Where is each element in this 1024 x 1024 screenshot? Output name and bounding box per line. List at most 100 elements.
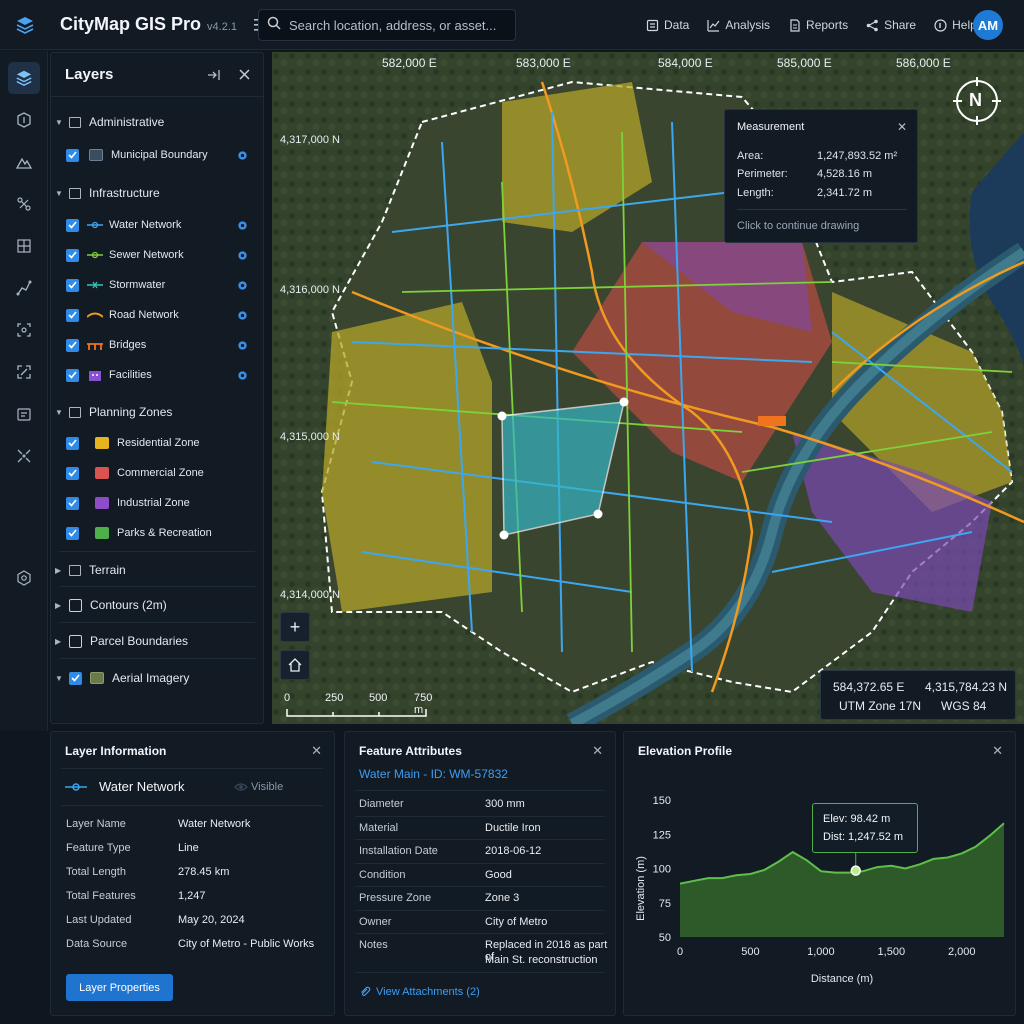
layer-checkbox[interactable] xyxy=(66,278,79,292)
info-value: 278.45 km xyxy=(178,866,230,878)
chevron-down-icon[interactable]: ▼ xyxy=(55,407,63,417)
layer-facilities[interactable]: Facilities xyxy=(51,362,263,388)
chevron-down-icon[interactable]: ▼ xyxy=(55,188,63,198)
nav-share-label: Share xyxy=(884,18,917,32)
layer-checkbox[interactable] xyxy=(66,218,79,232)
layer-checkbox[interactable] xyxy=(66,496,79,510)
group-planning-zones[interactable]: ▼ Planning Zones xyxy=(51,399,263,425)
layer-properties-button[interactable]: Layer Properties xyxy=(66,974,173,1001)
nav-help[interactable]: Help xyxy=(934,18,977,32)
layer-road-network[interactable]: Road Network xyxy=(51,302,263,328)
layer-checkbox[interactable] xyxy=(66,466,79,480)
gear-icon[interactable] xyxy=(236,219,249,232)
layer-checkbox[interactable] xyxy=(66,436,79,450)
layer-stormwater[interactable]: Stormwater xyxy=(51,272,263,298)
layer-checkbox[interactable] xyxy=(66,308,79,322)
gear-icon[interactable] xyxy=(236,369,249,382)
layer-sewer-network[interactable]: Sewer Network xyxy=(51,242,263,268)
elevation-marker xyxy=(850,865,861,876)
gear-icon[interactable] xyxy=(236,249,249,262)
rail-settings-icon[interactable] xyxy=(8,562,40,594)
eye-icon[interactable] xyxy=(234,782,248,792)
attr-value: Main St. reconstruction xyxy=(485,954,598,966)
search-input[interactable] xyxy=(289,17,509,33)
view-attachments-link[interactable]: View Attachments (2) xyxy=(359,986,480,998)
layer-water-network[interactable]: Water Network xyxy=(51,212,263,238)
rail-route-icon[interactable] xyxy=(8,272,40,304)
nav-data[interactable]: Data xyxy=(646,18,689,32)
y-tick-label: 125 xyxy=(653,829,671,841)
rail-edit-icon[interactable] xyxy=(8,104,40,136)
chevron-right-icon[interactable]: ▶ xyxy=(55,600,62,610)
layer-checkbox[interactable] xyxy=(66,248,79,262)
group-administrative[interactable]: ▼ Administrative xyxy=(51,109,263,135)
group-contours[interactable]: ▶ Contours (2m) xyxy=(51,592,263,618)
group-terrain[interactable]: ▶ Terrain xyxy=(51,557,263,583)
layer-checkbox[interactable] xyxy=(66,338,79,352)
layer-residential-zone[interactable]: Residential Zone xyxy=(51,430,263,456)
attr-value: City of Metro xyxy=(485,916,548,928)
layer-checkbox[interactable] xyxy=(69,671,82,685)
rail-grid-icon[interactable] xyxy=(8,230,40,262)
close-icon[interactable]: ✕ xyxy=(311,743,322,758)
close-icon[interactable] xyxy=(233,64,255,86)
app-version: v4.2.1 xyxy=(207,20,237,33)
zoom-in-button[interactable]: + xyxy=(280,612,310,642)
elevation-area xyxy=(680,823,1004,937)
attr-key: Condition xyxy=(359,869,406,881)
layer-checkbox[interactable] xyxy=(66,526,79,540)
layer-checkbox[interactable] xyxy=(69,598,82,612)
layer-bridges[interactable]: Bridges xyxy=(51,332,263,358)
rail-terrain-icon[interactable] xyxy=(8,146,40,178)
attr-value: Zone 3 xyxy=(485,892,520,904)
chevron-right-icon[interactable]: ▶ xyxy=(55,565,62,575)
collapse-panel-icon[interactable] xyxy=(203,64,225,86)
group-aerial-imagery[interactable]: ▼ Aerial Imagery xyxy=(51,665,263,691)
rail-layers-icon[interactable] xyxy=(8,62,40,94)
layer-checkbox[interactable] xyxy=(66,368,79,382)
layers-logo-icon xyxy=(10,10,40,40)
layer-parks-recreation[interactable]: Parks & Recreation xyxy=(51,520,263,546)
group-infrastructure[interactable]: ▼ Infrastructure xyxy=(51,180,263,206)
folder-icon xyxy=(69,406,81,418)
home-button[interactable] xyxy=(280,650,310,680)
divider xyxy=(61,805,323,806)
gear-icon[interactable] xyxy=(236,309,249,322)
panel-title: Elevation Profile xyxy=(638,744,733,758)
gear-icon[interactable] xyxy=(236,339,249,352)
close-icon[interactable]: ✕ xyxy=(992,743,1003,758)
layer-industrial-zone[interactable]: Industrial Zone xyxy=(51,490,263,516)
layer-checkbox[interactable] xyxy=(66,148,79,162)
perimeter-label: Perimeter: xyxy=(737,168,788,180)
rail-measure-icon[interactable] xyxy=(8,356,40,388)
info-value: May 20, 2024 xyxy=(178,914,245,926)
user-avatar[interactable]: AM xyxy=(973,10,1003,40)
close-icon[interactable]: ✕ xyxy=(592,743,603,758)
attr-value: 2018-06-12 xyxy=(485,845,542,857)
gear-icon[interactable] xyxy=(236,279,249,292)
chevron-down-icon[interactable]: ▼ xyxy=(55,673,63,683)
rail-expand-icon[interactable] xyxy=(8,440,40,472)
close-icon[interactable]: ✕ xyxy=(896,120,907,134)
map-canvas[interactable]: 582,000 E 583,000 E 584,000 E 585,000 E … xyxy=(272,52,1024,724)
layer-checkbox[interactable] xyxy=(69,634,82,648)
group-parcel-boundaries[interactable]: ▶ Parcel Boundaries xyxy=(51,628,263,654)
measurement-title: Measurement xyxy=(737,121,805,133)
chevron-down-icon[interactable]: ▼ xyxy=(55,117,63,127)
datum: WGS 84 xyxy=(941,699,987,713)
gear-icon[interactable] xyxy=(236,149,249,162)
rail-network-icon[interactable] xyxy=(8,188,40,220)
nav-share[interactable]: Share xyxy=(866,18,916,32)
layer-municipal-boundary[interactable]: Municipal Boundary xyxy=(51,142,263,168)
rail-print-icon[interactable] xyxy=(8,398,40,430)
panel-title: Feature Attributes xyxy=(359,744,462,758)
nav-analysis[interactable]: Analysis xyxy=(707,18,770,32)
rail-select-icon[interactable] xyxy=(8,314,40,346)
x-tick-label: 2,000 xyxy=(948,946,976,958)
layer-commercial-zone[interactable]: Commercial Zone xyxy=(51,460,263,486)
paperclip-icon xyxy=(361,986,371,997)
feature-name: Water Main - ID: WM-57832 xyxy=(359,767,508,781)
chevron-right-icon[interactable]: ▶ xyxy=(55,636,62,646)
nav-reports[interactable]: Reports xyxy=(788,18,848,32)
